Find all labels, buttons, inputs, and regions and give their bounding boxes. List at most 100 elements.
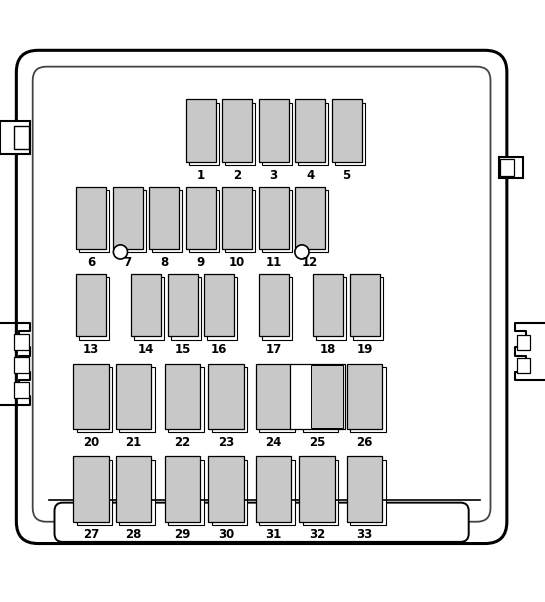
- Bar: [14, 357, 29, 373]
- Bar: [303, 459, 338, 525]
- Bar: [204, 274, 234, 337]
- Bar: [74, 456, 109, 522]
- Text: 11: 11: [265, 256, 282, 268]
- Text: 31: 31: [265, 529, 282, 541]
- Text: 22: 22: [174, 436, 191, 448]
- Text: 32: 32: [309, 529, 325, 541]
- Bar: [259, 367, 294, 432]
- Bar: [80, 277, 110, 340]
- Text: 5: 5: [342, 169, 351, 182]
- Bar: [76, 274, 106, 337]
- Bar: [300, 456, 335, 522]
- Bar: [14, 334, 29, 350]
- Bar: [14, 382, 29, 398]
- Bar: [0, 121, 30, 154]
- Bar: [185, 99, 216, 162]
- Bar: [131, 274, 161, 337]
- Circle shape: [113, 245, 128, 259]
- Bar: [189, 190, 219, 252]
- Bar: [347, 456, 383, 522]
- Bar: [208, 364, 244, 429]
- Bar: [332, 99, 362, 162]
- Bar: [168, 274, 198, 337]
- Bar: [316, 277, 347, 340]
- Bar: [290, 364, 344, 429]
- Text: 20: 20: [83, 436, 99, 448]
- Bar: [211, 367, 247, 432]
- Bar: [262, 102, 292, 166]
- Text: 25: 25: [309, 436, 325, 448]
- Text: 14: 14: [138, 343, 154, 356]
- FancyBboxPatch shape: [33, 67, 491, 522]
- Text: 17: 17: [265, 343, 282, 356]
- Text: 30: 30: [218, 529, 234, 541]
- Bar: [350, 459, 386, 525]
- Bar: [258, 99, 289, 162]
- Bar: [262, 190, 292, 252]
- Bar: [295, 99, 325, 162]
- Bar: [119, 367, 155, 432]
- Bar: [500, 159, 514, 176]
- Text: 9: 9: [196, 256, 205, 268]
- Bar: [14, 126, 29, 149]
- Bar: [135, 277, 165, 340]
- Bar: [152, 190, 182, 252]
- Bar: [168, 367, 204, 432]
- Text: 12: 12: [302, 256, 318, 268]
- Bar: [347, 364, 383, 429]
- Text: 27: 27: [83, 529, 99, 541]
- Bar: [165, 456, 201, 522]
- Circle shape: [295, 245, 309, 259]
- Bar: [499, 157, 523, 178]
- Bar: [299, 190, 328, 252]
- Text: 18: 18: [320, 343, 336, 356]
- Text: 7: 7: [124, 256, 131, 268]
- Text: 24: 24: [265, 436, 282, 448]
- Bar: [262, 277, 292, 340]
- Bar: [76, 187, 106, 249]
- Bar: [116, 364, 151, 429]
- Bar: [74, 364, 109, 429]
- Text: 2: 2: [233, 169, 241, 182]
- FancyBboxPatch shape: [54, 503, 469, 542]
- Text: 21: 21: [125, 436, 142, 448]
- Text: 16: 16: [211, 343, 227, 356]
- Text: 33: 33: [356, 529, 373, 541]
- Bar: [226, 102, 255, 166]
- Text: 28: 28: [125, 529, 142, 541]
- Bar: [517, 335, 530, 350]
- Bar: [189, 102, 219, 166]
- Bar: [207, 277, 238, 340]
- Bar: [116, 190, 146, 252]
- Bar: [256, 456, 292, 522]
- Text: 29: 29: [174, 529, 191, 541]
- Bar: [226, 190, 255, 252]
- Bar: [222, 99, 252, 162]
- Text: 10: 10: [229, 256, 245, 268]
- Bar: [165, 364, 201, 429]
- Bar: [119, 459, 155, 525]
- Bar: [258, 187, 289, 249]
- Bar: [517, 358, 530, 373]
- Bar: [311, 365, 343, 428]
- Text: 26: 26: [356, 436, 373, 448]
- Text: 8: 8: [160, 256, 168, 268]
- Text: 3: 3: [270, 169, 277, 182]
- Bar: [171, 277, 201, 340]
- Bar: [168, 459, 204, 525]
- Bar: [185, 187, 216, 249]
- Bar: [76, 367, 112, 432]
- Bar: [208, 456, 244, 522]
- Bar: [222, 187, 252, 249]
- Bar: [76, 459, 112, 525]
- Text: 19: 19: [356, 343, 373, 356]
- Text: 15: 15: [174, 343, 191, 356]
- Bar: [303, 367, 338, 432]
- Bar: [116, 456, 151, 522]
- Bar: [113, 187, 143, 249]
- Bar: [313, 274, 343, 337]
- Bar: [350, 367, 386, 432]
- Bar: [259, 459, 294, 525]
- Bar: [149, 187, 179, 249]
- Bar: [335, 102, 365, 166]
